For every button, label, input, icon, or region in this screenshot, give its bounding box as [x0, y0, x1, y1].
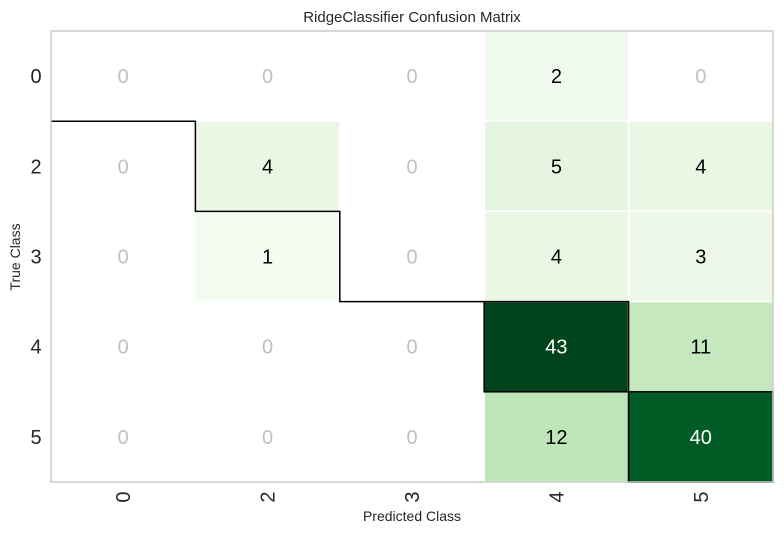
cell-5-5 [627, 391, 774, 483]
cell-3-4 [483, 210, 630, 303]
y-tick-label: 4 [30, 337, 41, 359]
x-tick-label: 5 [691, 491, 713, 502]
cell-3-3 [339, 210, 485, 303]
chart-title: RidgeClassifier Confusion Matrix [303, 9, 521, 26]
cell-value-0-3: 0 [406, 66, 417, 88]
cell-value-3-2: 1 [262, 247, 273, 269]
cell-value-3-0: 0 [118, 247, 129, 269]
cell-5-4 [483, 391, 630, 483]
cell-0-0 [50, 30, 197, 122]
cell-4-5 [627, 300, 774, 393]
cell-value-5-4: 12 [545, 427, 567, 449]
cell-value-2-2: 4 [262, 156, 273, 178]
cell-4-2 [194, 300, 341, 393]
cell-value-0-5: 0 [695, 66, 706, 88]
cell-value-3-4: 4 [551, 247, 562, 269]
cell-value-4-0: 0 [118, 337, 129, 359]
cell-value-5-5: 40 [690, 427, 712, 449]
cell-5-0 [50, 391, 197, 483]
y-tick-label: 0 [30, 66, 41, 88]
x-tick-label: 0 [113, 491, 135, 502]
cell-value-4-3: 0 [406, 337, 417, 359]
y-axis-label: True Class [7, 223, 23, 290]
x-axis-label: Predicted Class [363, 508, 461, 524]
cell-2-3 [339, 120, 485, 213]
cell-5-3 [339, 391, 485, 483]
cell-2-2 [194, 120, 341, 213]
cell-value-5-0: 0 [118, 427, 129, 449]
cell-value-2-3: 0 [406, 156, 417, 178]
cell-value-5-2: 0 [262, 427, 273, 449]
cell-2-5 [627, 120, 774, 213]
y-tick-label: 2 [30, 156, 41, 178]
y-tick-label: 5 [30, 427, 41, 449]
heatmap-cells: 0 0 0 2 00 4 0 5 40 1 0 4 30 0 0 43 110 0 0 12 40 [50, 30, 774, 483]
cell-value-4-2: 0 [262, 337, 273, 359]
cell-3-5 [627, 210, 774, 303]
y-tick-labels: 0 2 3 4 5 [30, 66, 41, 449]
x-tick-label: 2 [258, 491, 280, 502]
cell-value-3-3: 0 [406, 247, 417, 269]
cell-4-3 [339, 300, 485, 393]
cell-value-2-0: 0 [118, 156, 129, 178]
cell-value-0-0: 0 [118, 66, 129, 88]
x-tick-label: 4 [546, 491, 568, 502]
cell-value-3-5: 3 [695, 247, 706, 269]
cell-3-2 [194, 210, 341, 303]
y-tick-label: 3 [30, 247, 41, 269]
cell-value-0-2: 0 [262, 66, 273, 88]
x-tick-label: 3 [402, 491, 424, 502]
cell-0-3 [339, 30, 485, 122]
x-tick-labels: 0 2 3 4 5 [113, 491, 713, 502]
cell-2-4 [483, 120, 630, 213]
cell-value-5-3: 0 [406, 427, 417, 449]
cell-5-2 [194, 391, 341, 483]
cell-value-2-5: 4 [695, 156, 706, 178]
cell-4-0 [50, 300, 197, 393]
cell-value-2-4: 5 [551, 156, 562, 178]
cell-value-0-4: 2 [551, 66, 562, 88]
cell-value-4-4: 43 [545, 337, 567, 359]
plot-frame [50, 30, 774, 483]
cell-value-4-5: 11 [690, 337, 711, 359]
diagonal-outline [51, 120, 774, 483]
diagonal-highlight-4 [483, 300, 630, 393]
